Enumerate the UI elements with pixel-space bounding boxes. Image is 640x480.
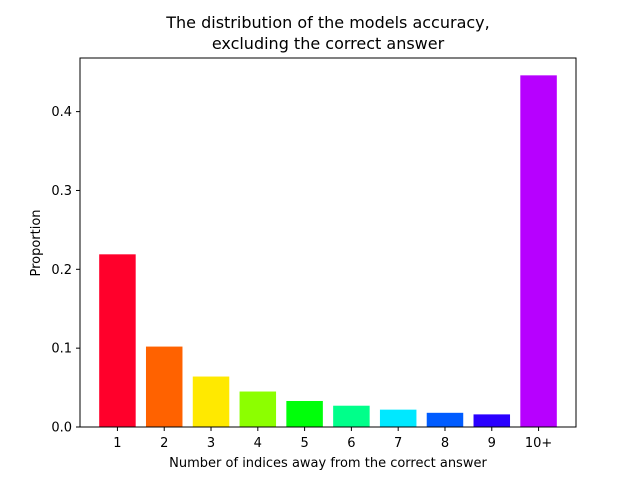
bar-10+ bbox=[520, 75, 557, 427]
x-tick-label: 1 bbox=[113, 436, 121, 451]
chart-title-line-2: excluding the correct answer bbox=[212, 34, 445, 53]
bar-5 bbox=[286, 400, 323, 427]
bar-6 bbox=[333, 405, 370, 427]
y-tick-label: 0.2 bbox=[51, 263, 72, 278]
x-tick-label: 8 bbox=[441, 436, 449, 451]
x-tick-label: 9 bbox=[488, 436, 496, 451]
bar-1 bbox=[99, 254, 136, 427]
plot-frame bbox=[79, 57, 577, 428]
y-tick-label: 0.1 bbox=[51, 342, 72, 357]
x-tick-label: 6 bbox=[347, 436, 355, 451]
x-tick-label: 3 bbox=[207, 436, 215, 451]
x-tick-label: 2 bbox=[160, 436, 168, 451]
x-tick-label: 10+ bbox=[525, 436, 552, 451]
bar-2 bbox=[145, 346, 183, 427]
bar-9 bbox=[473, 414, 511, 427]
y-tick-label: 0.3 bbox=[51, 184, 72, 199]
x-ticks-group: 1 2 3 4 5 6 7 8 9 10+ bbox=[113, 427, 552, 451]
bars-group bbox=[99, 75, 557, 427]
bar-8 bbox=[426, 412, 464, 427]
y-tick-label: 0.4 bbox=[51, 105, 72, 120]
y-ticks-group: 0.0 0.1 0.2 0.3 0.4 bbox=[51, 105, 80, 436]
x-tick-label: 5 bbox=[300, 436, 308, 451]
bar-3 bbox=[192, 376, 230, 427]
chart-title-line-1: The distribution of the models accuracy, bbox=[165, 13, 489, 32]
x-axis-label: Number of indices away from the correct … bbox=[169, 456, 487, 471]
y-axis-label: Proportion bbox=[29, 209, 44, 276]
y-tick-label: 0.0 bbox=[51, 421, 72, 436]
bar-4 bbox=[239, 391, 277, 427]
bar-7 bbox=[379, 409, 417, 427]
x-tick-label: 7 bbox=[394, 436, 402, 451]
x-tick-label: 4 bbox=[254, 436, 262, 451]
